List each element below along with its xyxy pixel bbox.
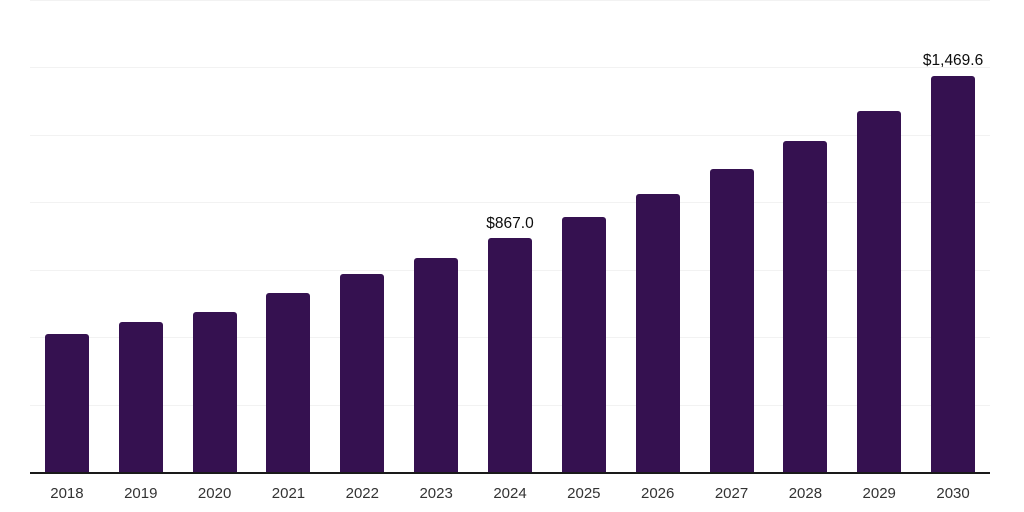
bar-2024 [488, 238, 532, 472]
x-tick-2021: 2021 [271, 485, 306, 502]
bar-2026 [635, 194, 680, 472]
plot-area: $867.0 $1,469.6 [30, 0, 990, 474]
value-label-2030: $1,469.6 [922, 52, 984, 70]
bar-2029 [857, 111, 902, 472]
gridline-1750 [30, 0, 990, 1]
bar-2028 [783, 140, 828, 472]
bar-2023 [414, 257, 459, 472]
bar-2018 [44, 334, 89, 472]
value-label-2024: $867.0 [486, 214, 534, 232]
bar-2030 [931, 75, 976, 472]
x-tick-2024: 2024 [493, 485, 527, 502]
x-tick-2020: 2020 [197, 485, 232, 502]
x-tick-2018: 2018 [50, 485, 84, 502]
gridline-1250 [30, 134, 990, 136]
bar-2027 [709, 168, 754, 472]
x-axis: 2018 2019 2020 2021 2022 2023 2024 2025 2026 2027… [30, 482, 990, 506]
gridline-1000 [30, 202, 990, 204]
x-tick-2023: 2023 [419, 485, 453, 502]
x-tick-2028: 2028 [788, 485, 823, 502]
x-tick-2030: 2030 [936, 485, 970, 502]
x-tick-2026: 2026 [641, 485, 675, 502]
bar-2021 [266, 293, 311, 472]
gridline-1500 [30, 67, 990, 69]
x-tick-2019: 2019 [124, 485, 158, 502]
bar-2025 [561, 216, 606, 472]
bar-2022 [340, 274, 385, 472]
x-tick-2027: 2027 [714, 485, 749, 502]
x-tick-2022: 2022 [345, 485, 379, 502]
x-tick-2029: 2029 [862, 485, 896, 502]
bar-2019 [118, 321, 163, 472]
bar-2020 [192, 311, 237, 472]
x-tick-2025: 2025 [567, 485, 601, 502]
